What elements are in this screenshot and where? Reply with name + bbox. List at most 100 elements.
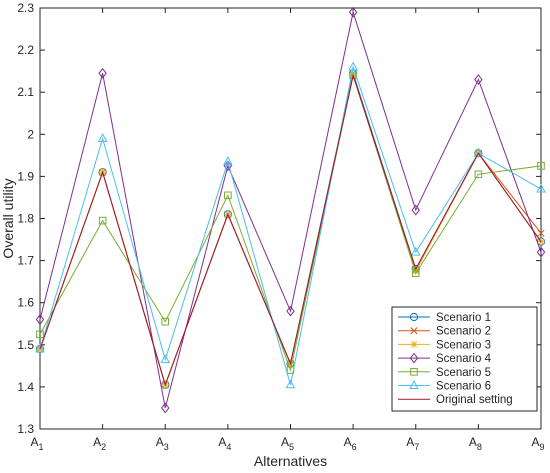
x-tick-label-base: A — [531, 435, 539, 449]
data-point — [35, 314, 45, 325]
x-tick-label-base: A — [218, 435, 226, 449]
data-point — [224, 191, 232, 200]
data-point — [410, 246, 421, 256]
x-tick-label-base: A — [93, 435, 101, 449]
x-tick-label-subscript: 9 — [540, 442, 545, 452]
data-point — [473, 147, 484, 157]
data-point — [348, 61, 358, 71]
series-layer — [35, 6, 546, 414]
data-point — [285, 379, 296, 389]
x-tick-label-subscript: 7 — [414, 442, 419, 452]
data-point — [536, 183, 546, 193]
x-tick-label-base: A — [156, 435, 164, 449]
series-4 — [35, 6, 546, 414]
series-line — [39, 65, 542, 385]
series-6 — [35, 61, 546, 389]
data-point — [161, 317, 170, 326]
legend-item: Scenario 3 — [398, 339, 491, 351]
legend-label: Scenario 5 — [436, 367, 491, 379]
y-tick-label: 1.6 — [17, 296, 34, 310]
legend-item: Scenario 2 — [398, 326, 491, 338]
marker-triangle — [348, 61, 358, 71]
x-tick-label: A5 — [281, 435, 294, 452]
data-point — [348, 6, 358, 18]
y-tick-label: 2.3 — [17, 1, 34, 15]
y-axis-label: Overall utility — [0, 178, 16, 258]
data-point — [411, 267, 420, 275]
data-point — [98, 67, 107, 79]
marker-triangle — [536, 183, 546, 193]
legend-label: Scenario 2 — [436, 326, 491, 338]
x-tick-label: A7 — [406, 435, 419, 452]
x-tick-label: A2 — [93, 435, 106, 452]
x-tick-label: A8 — [469, 435, 482, 452]
marker-triangle — [409, 380, 419, 389]
marker-diamond — [409, 352, 419, 364]
y-tick-label: 2.2 — [17, 43, 34, 57]
marker-square — [474, 170, 483, 179]
data-point — [537, 229, 545, 237]
data-point — [98, 216, 107, 225]
marker-diamond — [286, 305, 295, 317]
marker-triangle — [285, 379, 296, 389]
data-point — [474, 74, 483, 85]
x-tick-label: A3 — [156, 435, 169, 452]
x-tick-label-base: A — [406, 435, 414, 449]
legend-label: Scenario 3 — [436, 339, 491, 351]
marker-triangle — [410, 246, 421, 256]
x-tick-label: A1 — [30, 435, 43, 452]
data-point — [537, 162, 545, 170]
marker-square — [224, 191, 232, 200]
marker-triangle — [160, 354, 171, 364]
marker-diamond — [411, 204, 420, 216]
marker-x — [410, 327, 418, 335]
x-tick-label-subscript: 3 — [164, 442, 169, 452]
legend-label: Scenario 6 — [436, 381, 491, 393]
x-tick-label-subscript: 2 — [101, 442, 106, 452]
marker-diamond — [98, 67, 107, 79]
legend-item: Scenario 6 — [398, 380, 491, 393]
data-point — [160, 354, 171, 364]
series-line — [39, 10, 542, 409]
x-tick-label-base: A — [344, 435, 352, 449]
axes: 1.31.41.51.61.71.81.922.12.22.3A1 A2 A3 A4 A… — [17, 1, 544, 452]
series-line — [39, 73, 542, 387]
y-tick-label: 2.1 — [17, 85, 34, 99]
x-axis-label: Alternatives — [254, 453, 327, 469]
x-tick-label-subscript: 8 — [477, 442, 482, 452]
x-tick-label-subscript: 5 — [289, 442, 294, 452]
marker-triangle — [223, 156, 233, 166]
marker-circle — [409, 312, 419, 322]
y-tick-label: 1.7 — [17, 254, 34, 268]
x-tick-label-subscript: 1 — [39, 442, 44, 452]
legend-label: Original setting — [436, 394, 513, 406]
data-point — [223, 156, 233, 166]
y-tick-label: 2 — [27, 127, 34, 141]
data-point — [536, 246, 546, 258]
marker-diamond — [536, 246, 546, 258]
marker-asterisk — [410, 340, 418, 349]
marker-asterisk — [411, 267, 420, 275]
marker-triangle — [97, 133, 108, 143]
marker-diamond — [35, 314, 45, 325]
marker-square — [36, 330, 44, 339]
marker-diamond — [474, 74, 483, 85]
marker-triangle — [35, 343, 45, 353]
y-tick-label: 1.4 — [17, 380, 34, 394]
marker-square — [161, 317, 170, 326]
y-tick-label: 1.9 — [17, 169, 34, 183]
marker-square — [537, 162, 545, 170]
x-tick-label-base: A — [469, 435, 477, 449]
data-point — [286, 305, 295, 317]
legend-item: Scenario 1 — [398, 312, 491, 324]
x-tick-label: A6 — [344, 435, 357, 452]
x-tick-label-subscript: 4 — [226, 442, 231, 452]
data-point — [36, 330, 44, 339]
data-point — [35, 343, 45, 353]
data-point — [161, 402, 170, 414]
marker-x — [537, 229, 545, 237]
marker-triangle — [473, 147, 484, 157]
x-tick-label-base: A — [30, 435, 38, 449]
legend-box — [391, 306, 538, 412]
